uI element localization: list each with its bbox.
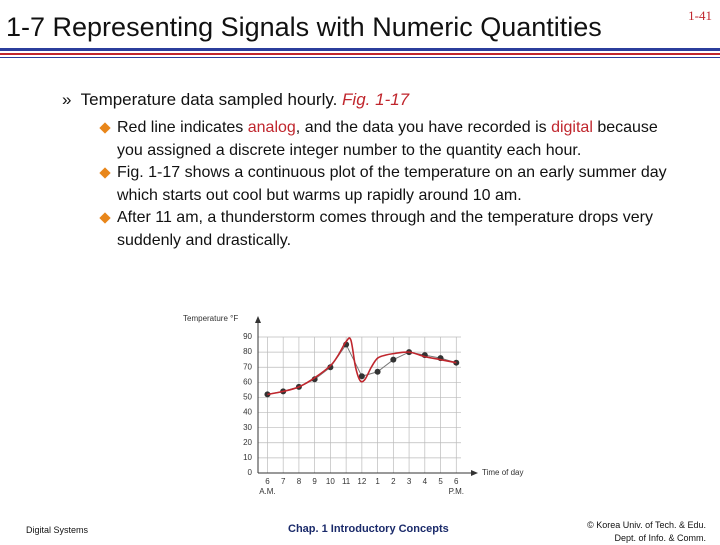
x-tick-label: 6 — [454, 477, 459, 486]
y-tick-label: 70 — [243, 362, 252, 371]
data-point — [327, 364, 334, 371]
annotation: P.M. — [449, 487, 464, 496]
y-tick-label: 90 — [243, 332, 252, 341]
x-tick-label: 1 — [375, 477, 380, 486]
y-tick-label: 20 — [243, 438, 252, 447]
x-tick-label: 3 — [407, 477, 412, 486]
bullet: Red line indicates analog, and the data … — [98, 117, 678, 162]
x-tick-label: 6 — [265, 477, 270, 486]
bullet: Fig. 1-17 shows a continuous plot of the… — [98, 162, 678, 207]
page-number: 1-41 — [688, 8, 712, 23]
y-tick-label: 40 — [243, 408, 252, 417]
text-run: digital — [551, 119, 593, 136]
data-point — [374, 368, 381, 375]
bullet: After 11 am, a thunderstorm comes throug… — [98, 207, 678, 252]
text-run: Red line indicates — [117, 119, 248, 136]
rule — [0, 48, 720, 51]
x-tick-label: 9 — [312, 477, 317, 486]
text-run: , and the data you have recorded is — [295, 119, 552, 136]
text-run: Fig. 1-17 shows a continuous plot of the… — [117, 164, 667, 204]
footer-line: Dept. of Info. & Comm. — [614, 533, 706, 543]
footer-center: Chap. 1 Introductory Concepts — [288, 523, 449, 535]
text-run: After 11 am, a thunderstorm comes throug… — [117, 209, 653, 249]
footer-line: © Korea Univ. of Tech. & Edu. — [587, 520, 706, 530]
data-point — [358, 373, 365, 380]
y-tick-label: 10 — [243, 453, 252, 462]
fig-ref: Fig. 1-17 — [342, 90, 410, 109]
y-axis-label: Temperature °F — [183, 314, 238, 323]
x-tick-label: 2 — [391, 477, 396, 486]
text-run: because you assigned a discrete integer … — [117, 119, 658, 159]
text: Temperature data sampled hourly. — [80, 90, 343, 109]
series-line — [267, 337, 457, 396]
x-tick-label: 12 — [357, 477, 366, 486]
y-tick-label: 80 — [243, 347, 252, 356]
x-axis-label: Time of day — [482, 468, 524, 477]
slide-title: 1-7 Representing Signals with Numeric Qu… — [6, 12, 602, 42]
main-bullet: » Temperature data sampled hourly. Fig. … — [62, 90, 409, 110]
data-point — [390, 356, 397, 363]
rule — [0, 57, 720, 58]
x-arrow — [471, 470, 478, 476]
x-tick-label: 7 — [281, 477, 286, 486]
footer-left: Digital Systems — [26, 525, 89, 535]
annotation: A.M. — [259, 487, 275, 496]
x-tick-label: 4 — [423, 477, 428, 486]
sub-bullets: Red line indicates analog, and the data … — [98, 117, 678, 252]
data-point — [311, 376, 318, 383]
y-tick-label: 60 — [243, 377, 252, 386]
y-tick-label: 50 — [243, 393, 252, 402]
text-run: analog — [247, 119, 296, 136]
rule — [0, 53, 720, 55]
footer-right: © Korea Univ. of Tech. & Edu. Dept. of In… — [587, 519, 706, 545]
x-tick-label: 10 — [326, 477, 335, 486]
marker: » — [62, 90, 72, 109]
y-arrow — [255, 316, 261, 323]
x-tick-label: 8 — [297, 477, 302, 486]
x-tick-label: 11 — [342, 477, 351, 486]
y-tick-label: 30 — [243, 423, 252, 432]
y-tick-label: 0 — [248, 468, 253, 477]
x-tick-label: 5 — [438, 477, 443, 486]
